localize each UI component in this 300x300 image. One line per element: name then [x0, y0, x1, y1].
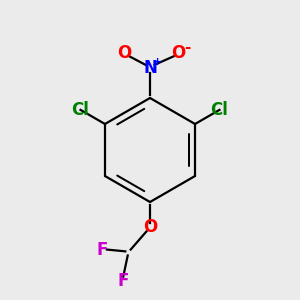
- Text: F: F: [118, 272, 129, 290]
- Text: O: O: [118, 44, 132, 62]
- Text: N: N: [143, 59, 157, 77]
- Text: Cl: Cl: [72, 101, 89, 119]
- Text: F: F: [97, 241, 108, 259]
- Text: Cl: Cl: [211, 101, 228, 119]
- Text: +: +: [153, 57, 162, 67]
- Text: O: O: [143, 218, 157, 236]
- Text: -: -: [184, 40, 191, 55]
- Text: O: O: [171, 44, 185, 62]
